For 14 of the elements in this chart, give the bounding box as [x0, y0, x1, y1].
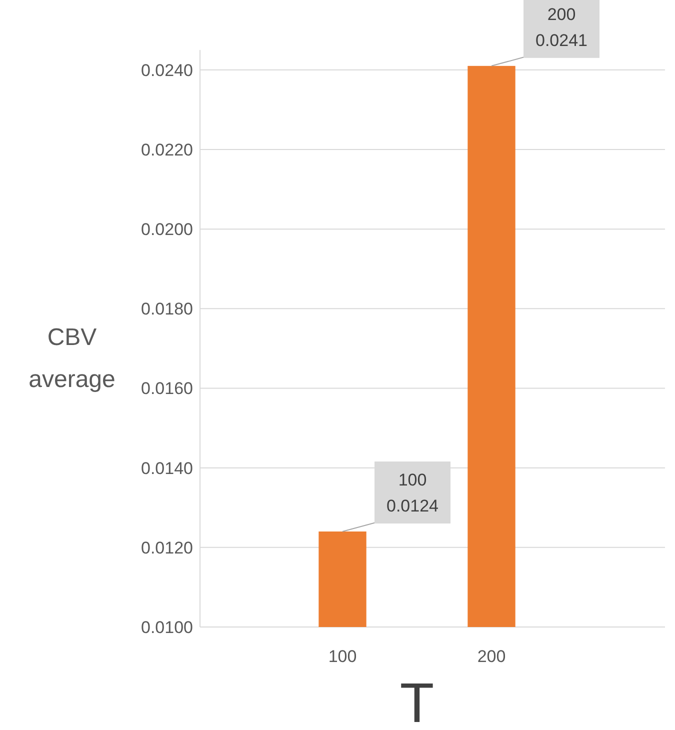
- y-tick-label: 0.0180: [141, 300, 193, 319]
- category-label: 100: [398, 470, 427, 490]
- y-tick-label: 0.0100: [141, 618, 193, 637]
- y-tick-label: 0.0120: [141, 538, 193, 558]
- y-tick-label: 0.0140: [141, 458, 193, 478]
- y-tick-label: 0.0220: [141, 140, 193, 160]
- y-tick-label: 0.0160: [141, 379, 193, 398]
- category-label: 200: [547, 4, 576, 24]
- y-axis-title: CBV average: [28, 324, 116, 393]
- y-tick-label: 0.0240: [141, 60, 193, 80]
- x-axis-title: T: [400, 671, 434, 730]
- data-label: 0.0241: [536, 30, 588, 50]
- data-label: 0.0124: [386, 496, 438, 516]
- y-tick-label: 0.0200: [141, 220, 193, 240]
